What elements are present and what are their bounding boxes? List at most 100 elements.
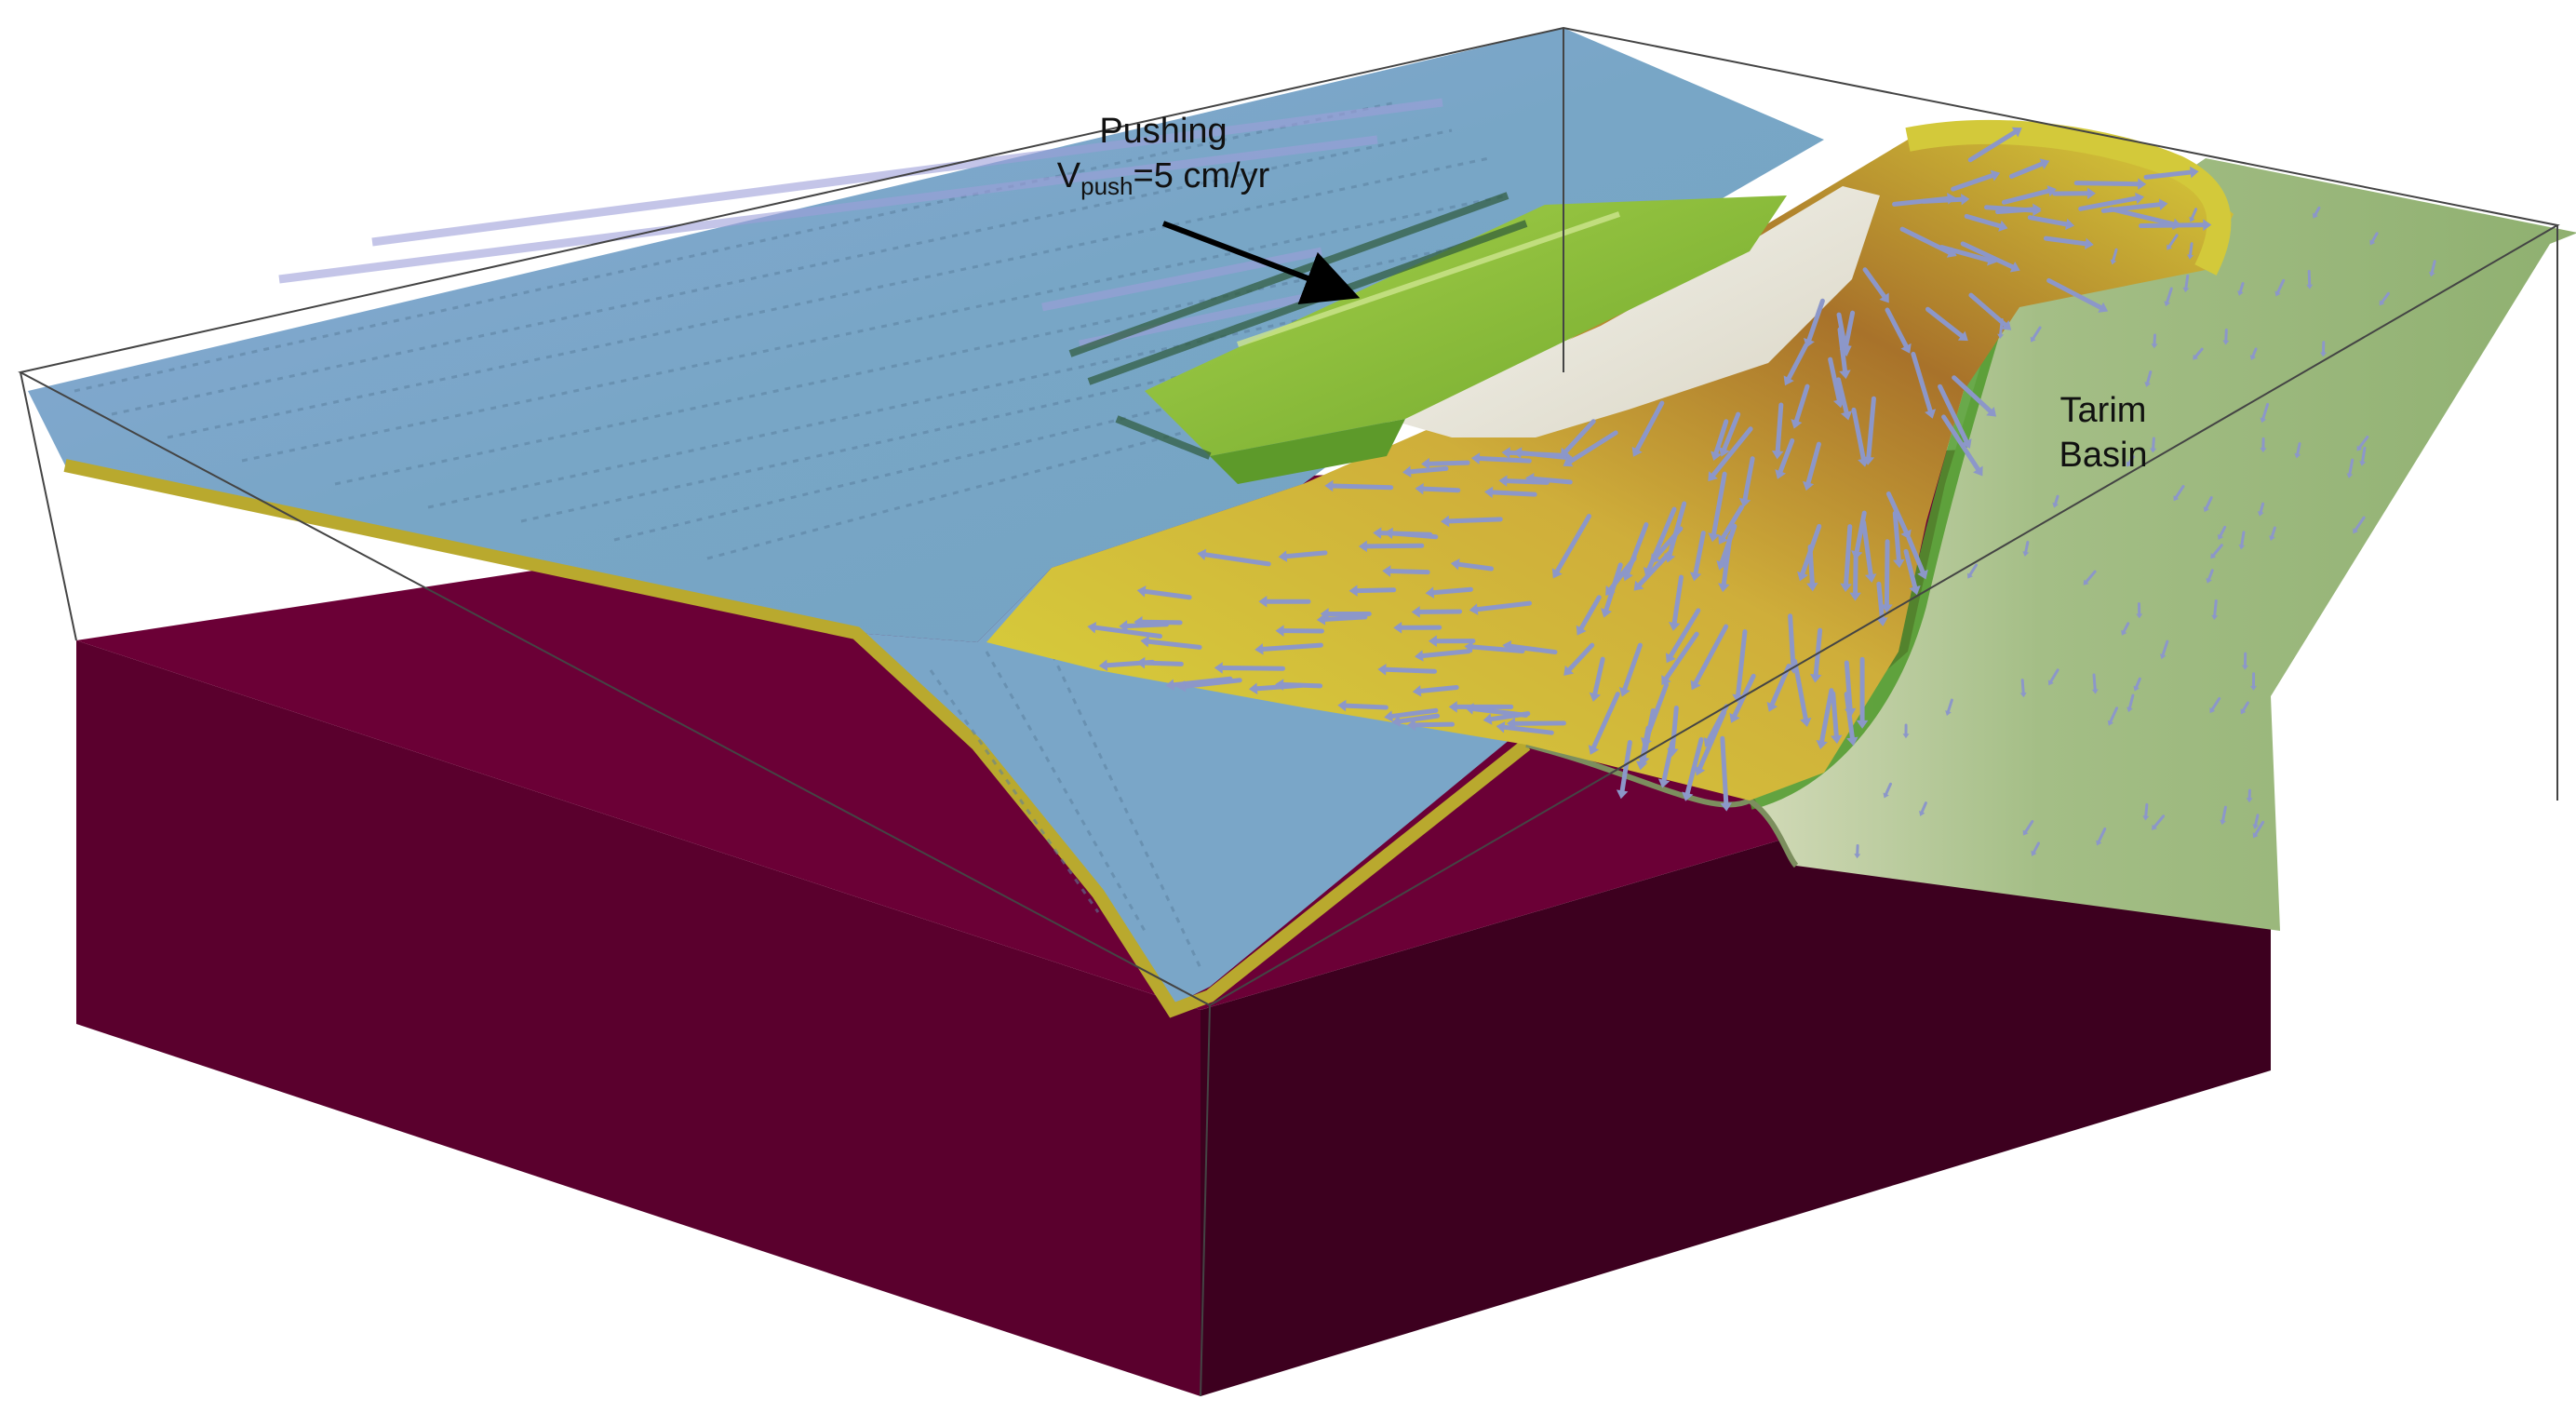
velocity-arrow <box>1851 407 1866 462</box>
velocity-arrowhead <box>1846 736 1858 747</box>
velocity-arrow <box>2354 516 2366 532</box>
velocity-arrowhead <box>1657 778 1670 788</box>
velocity-arrowhead <box>1840 583 1852 593</box>
velocity-arrowhead <box>1961 438 1972 450</box>
velocity-arrow <box>2024 541 2030 554</box>
velocity-arrow <box>1531 476 1573 485</box>
velocity-arrow <box>1431 586 1473 596</box>
velocity-arrow <box>1836 377 1849 415</box>
velocity-arrow <box>2370 232 2379 243</box>
velocity-arrow <box>1952 375 1992 414</box>
velocity-arrowhead <box>1633 580 1644 591</box>
velocity-arrow <box>1668 608 1701 659</box>
velocity-arrowhead <box>1800 717 1812 727</box>
velocity-arrowhead <box>2033 204 2042 217</box>
velocity-arrowhead <box>1441 515 1450 528</box>
velocity-arrow <box>1862 267 1887 299</box>
velocity-arrowhead <box>1483 713 1493 725</box>
velocity-arrow <box>1427 460 1470 466</box>
velocity-arrow <box>2097 827 2107 843</box>
velocity-arrowhead <box>1576 625 1587 636</box>
velocity-arrowhead <box>2346 473 2354 478</box>
velocity-arrow <box>1260 642 1323 652</box>
velocity-arrowhead <box>1862 456 1875 465</box>
velocity-arrowhead <box>2203 219 2212 231</box>
velocity-arrows <box>1087 127 2436 859</box>
tarim-basin-label: Tarim Basin <box>1992 389 2215 478</box>
indenter-top <box>1145 195 1787 456</box>
velocity-arrow <box>1967 129 2018 163</box>
velocity-arrowhead <box>1588 745 1600 755</box>
velocity-arrowhead <box>1990 169 2001 182</box>
velocity-arrow <box>1639 725 1651 764</box>
velocity-arrow <box>2109 207 2176 227</box>
velocity-arrow <box>2027 215 2069 227</box>
velocity-arrow <box>1470 706 1529 718</box>
velocity-arrowhead <box>2269 535 2275 542</box>
velocity-arrowhead <box>1809 673 1822 683</box>
velocity-arrow <box>1920 801 1927 814</box>
velocity-arrowhead <box>1771 451 1784 460</box>
velocity-arrowhead <box>2096 840 2102 846</box>
velocity-arrow <box>1619 740 1632 793</box>
velocity-arrow <box>2127 693 2135 709</box>
velocity-arrow <box>1711 471 1727 536</box>
indenter-ridge <box>1237 211 1620 347</box>
velocity-arrowhead <box>1708 471 1718 482</box>
high-topography-snow <box>1387 186 1880 437</box>
velocity-arrow <box>1906 535 1925 574</box>
velocity-arrow <box>1693 531 1706 576</box>
velocity-arrow <box>1720 735 1729 806</box>
velocity-arrowhead <box>2206 577 2212 584</box>
velocity-arrow <box>1968 292 2007 328</box>
velocity-arrow <box>1903 548 1918 590</box>
velocity-arrowhead <box>1348 585 1358 597</box>
velocity-arrowhead <box>1469 603 1479 615</box>
velocity-arrowhead <box>2252 832 2259 839</box>
velocity-arrowhead <box>1839 347 1851 357</box>
velocity-arrow <box>1968 563 1979 576</box>
velocity-arrow <box>1139 619 1183 626</box>
velocity-arrow <box>1475 600 1532 612</box>
velocity-arrow <box>2251 347 2258 357</box>
velocity-arrowhead <box>2107 720 2114 726</box>
velocity-arrow <box>1844 310 1856 348</box>
velocity-arrowhead <box>1087 621 1097 634</box>
velocity-arrow <box>2073 181 2140 187</box>
velocity-arrowhead <box>1830 734 1843 745</box>
velocity-arrowhead <box>2187 254 2194 260</box>
velocity-arrowhead <box>1909 585 1921 596</box>
velocity-arrowhead <box>1797 571 1808 582</box>
velocity-arrow <box>1322 614 1368 622</box>
velocity-arrow <box>1183 678 1242 689</box>
velocity-arrowhead <box>1854 854 1861 859</box>
velocity-arrowhead <box>2173 495 2180 502</box>
velocity-arrowhead <box>2144 382 2152 387</box>
velocity-arrow <box>1925 306 1965 339</box>
velocity-arrowhead <box>1643 567 1655 577</box>
velocity-arrow <box>1684 737 1704 796</box>
pushing-velocity: Vpush=5 cm/yr <box>968 155 1359 202</box>
velocity-arrowhead <box>1254 643 1264 655</box>
velocity-arrowhead <box>1601 608 1613 618</box>
velocity-arrowhead <box>2022 829 2029 836</box>
velocity-arrow <box>1421 486 1461 493</box>
velocity-arrowhead <box>1425 586 1435 599</box>
velocity-arrow <box>2358 436 2369 450</box>
velocity-arrow <box>2127 455 2135 464</box>
velocity-arrow <box>2221 805 2227 822</box>
velocity-arrowhead <box>1373 527 1382 539</box>
velocity-arrowhead <box>1947 193 1956 205</box>
velocity-arrow <box>2054 494 2059 505</box>
velocity-arrowhead <box>2237 290 2244 296</box>
velocity-arrow <box>1093 625 1162 639</box>
velocity-arrowhead <box>2001 320 2012 330</box>
velocity-arrowhead <box>1406 719 1416 732</box>
velocity-arrow <box>1220 666 1286 671</box>
velocity-arrowhead <box>1411 606 1420 618</box>
velocity-arrow <box>2032 326 2042 340</box>
velocity-arrowhead <box>2039 158 2050 170</box>
indenter-front-face <box>1210 419 1405 484</box>
velocity-arrowhead <box>2135 192 2145 205</box>
velocity-arrowhead <box>2209 707 2216 714</box>
